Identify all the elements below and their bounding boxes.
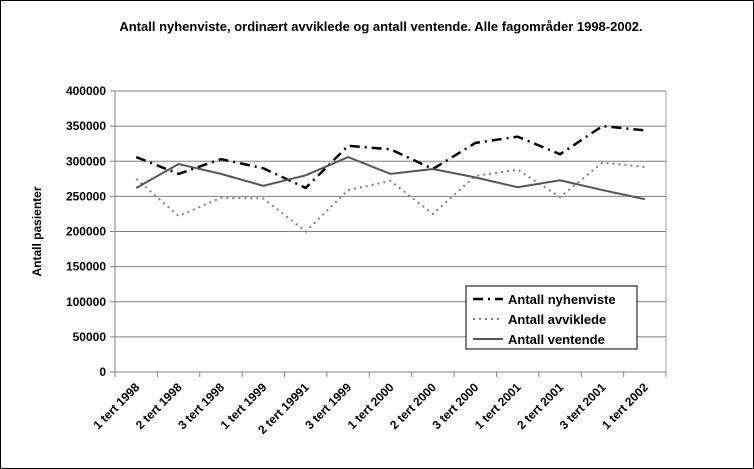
legend-label: Antall nyhenviste (508, 292, 616, 307)
y-tick-label: 400000 (66, 84, 106, 98)
y-tick-label: 350000 (66, 119, 106, 133)
y-tick-label: 100000 (66, 295, 106, 309)
y-tick-label: 150000 (66, 260, 106, 274)
y-tick-label: 250000 (66, 189, 106, 203)
series-line-0 (135, 124, 645, 190)
y-tick-label: 300000 (66, 154, 106, 168)
y-axis-label: Antall pasienter (30, 186, 44, 276)
y-tick-label: 200000 (66, 225, 106, 239)
legend-label: Antall ventende (508, 332, 605, 347)
chart-title: Antall nyhenviste, ordinært avviklede og… (119, 19, 643, 34)
y-tick-label: 0 (99, 365, 106, 379)
y-tick-label: 50000 (73, 330, 107, 344)
legend-label: Antall avviklede (508, 312, 606, 327)
x-tick-label: 1 tert 2002 (599, 380, 651, 432)
